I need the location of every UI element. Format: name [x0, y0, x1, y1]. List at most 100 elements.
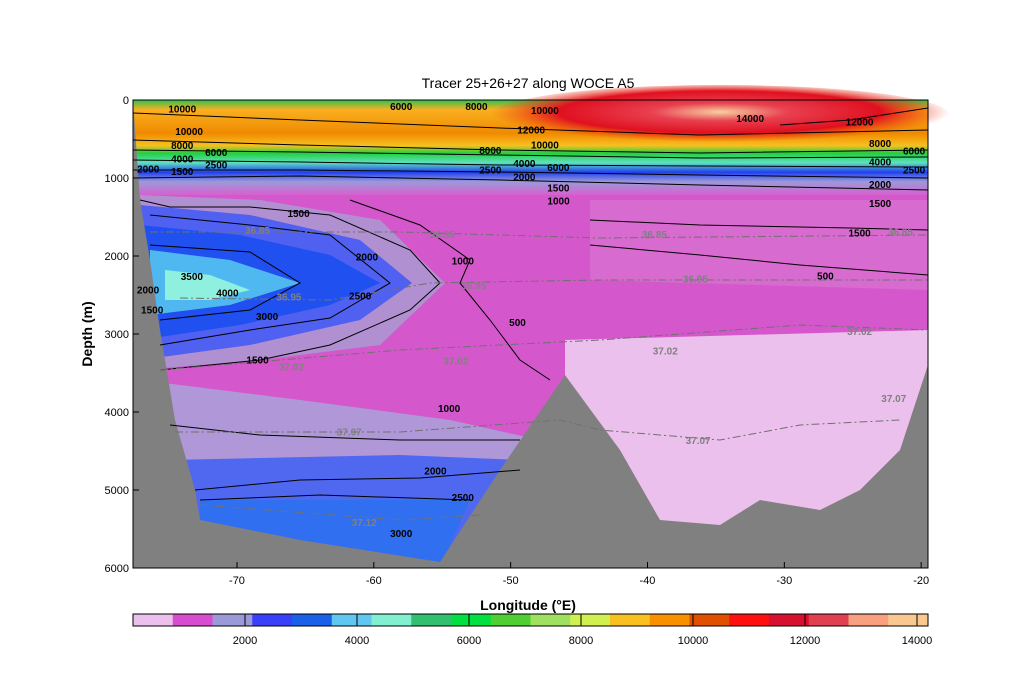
contour-label: 2000 [356, 253, 379, 264]
colorbar-swatch [649, 614, 690, 626]
contour-label: 1000 [452, 257, 475, 268]
contour-label: 1000 [438, 404, 461, 415]
colorbar-swatch [490, 614, 531, 626]
contour-label: 8000 [465, 102, 488, 113]
salinity-label: 37.07 [881, 394, 906, 405]
contour-label: 10000 [168, 104, 196, 115]
colorbar-swatch [570, 614, 611, 626]
contour-label: 8000 [869, 139, 892, 150]
salinity-label: 37.07 [140, 395, 165, 406]
contour-label: 1500 [246, 356, 269, 367]
colorbar-swatch [133, 614, 174, 626]
salinity-lines [150, 231, 929, 521]
colorbar-swatch [888, 614, 929, 626]
colorbar: 2000 4000 6000 8000 10000 12000 14000 [132, 613, 932, 647]
colorbar-swatch [371, 614, 412, 626]
x-tick-label: -20 [913, 575, 929, 587]
chart-title: Tracer 25+26+27 along WOCE A5 [422, 75, 635, 91]
contour-label: 500 [509, 318, 526, 329]
contour-lines [132, 107, 929, 501]
salinity-label: 36.85 [642, 230, 667, 241]
colorbar-swatch [848, 614, 889, 626]
contour-label: 8000 [479, 146, 502, 157]
contour-label: 2000 [513, 172, 536, 183]
x-tick-label: -60 [366, 575, 382, 587]
salinity-label: 37.07 [686, 436, 711, 447]
colorbar-swatch [451, 614, 492, 626]
colorbar-swatch [729, 614, 770, 626]
colorbar-swatch [292, 614, 333, 626]
salinity-label: 37.02 [847, 327, 872, 338]
contour-label: 10000 [531, 140, 559, 151]
plot-area [132, 85, 950, 569]
y-tick-label: 2000 [105, 251, 129, 263]
salinity-label: 37.02 [443, 356, 468, 367]
salinity-label: 36.85 [888, 228, 913, 239]
colorbar-swatch [252, 614, 293, 626]
colorbar-swatch [331, 614, 372, 626]
contour-label: 3500 [181, 272, 204, 283]
colorbar-tick-label: 4000 [345, 635, 369, 647]
contour-label: 1500 [869, 199, 892, 210]
contour-label: 1500 [848, 229, 871, 240]
salinity-label: 36.95 [461, 281, 486, 292]
salinity-label: 37.02 [653, 346, 678, 357]
contour-label: 2000 [137, 165, 160, 176]
salinity-label: 37.02 [279, 363, 304, 374]
contour-label: 10000 [175, 127, 203, 138]
colorbar-swatch [808, 614, 849, 626]
colorbar-swatch [530, 614, 571, 626]
contour-label: 6000 [547, 163, 570, 174]
contour-label: 4000 [869, 158, 892, 169]
contour-label: 2000 [869, 180, 892, 191]
contour-label: 4000 [513, 159, 536, 170]
colorbar-tick-label: 10000 [678, 635, 709, 647]
y-tick-label: 0 [123, 95, 129, 107]
salinity-label: 36.85 [430, 230, 455, 241]
contour-label: 2500 [479, 165, 502, 176]
contour-label: 12000 [517, 126, 545, 137]
contour-label: 2500 [452, 493, 475, 504]
salinity-label: 37.07 [337, 427, 362, 438]
contour-label: 2000 [137, 285, 160, 296]
contour-label: 12000 [846, 118, 874, 129]
colorbar-swatch [172, 614, 213, 626]
y-tick-label: 5000 [105, 485, 129, 497]
contour-label: 2500 [205, 161, 228, 172]
y-tick-label: 3000 [105, 329, 129, 341]
contour-label: 1000 [547, 197, 570, 208]
colorbar-frame [132, 613, 929, 627]
contour-label: 1500 [287, 209, 310, 220]
colorbar-swatch [610, 614, 651, 626]
y-tick-label: 1000 [105, 173, 129, 185]
contour-label: 1500 [141, 306, 164, 317]
contour-label: 4000 [171, 154, 194, 165]
salinity-label: 37.12 [352, 518, 377, 529]
contour-label: 6000 [205, 148, 228, 159]
y-axis-label: Depth (m) [79, 301, 95, 366]
contour-label: 3000 [390, 529, 413, 540]
x-tick-label: -30 [776, 575, 792, 587]
contour-label: 8000 [171, 141, 194, 152]
colorbar-tick-label: 8000 [569, 635, 593, 647]
y-tick-label: 4000 [105, 407, 129, 419]
x-tick-label: -50 [503, 575, 519, 587]
x-tick-label: -70 [229, 575, 245, 587]
y-tick-label: 6000 [105, 563, 129, 575]
colorbar-swatch [212, 614, 253, 626]
x-tick-label: -40 [640, 575, 656, 587]
contour-label: 2000 [424, 466, 447, 477]
bathymetry [133, 100, 928, 568]
contour-label: 6000 [903, 147, 926, 158]
colorbar-swatch [689, 614, 730, 626]
colorbar-tick-label: 6000 [457, 635, 481, 647]
contour-label: 2500 [903, 165, 926, 176]
colorbar-tick-label: 2000 [233, 635, 257, 647]
contour-label: 2500 [349, 292, 372, 303]
salinity-label: 36.95 [683, 275, 708, 286]
contour-label: 1500 [547, 183, 570, 194]
tongue-core-max [165, 270, 250, 300]
